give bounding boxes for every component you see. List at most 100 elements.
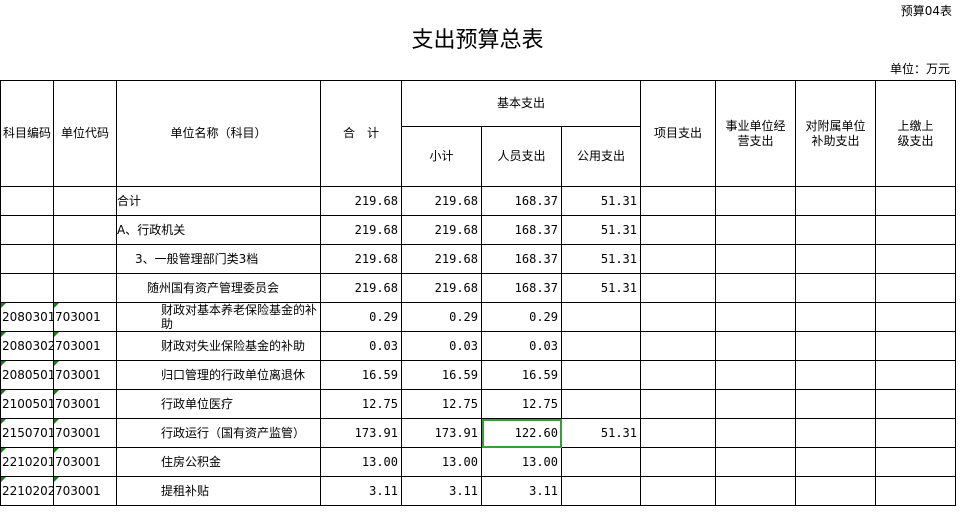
cell [875,331,956,361]
cell [0,244,54,274]
cell: 提租补贴 [116,476,321,506]
cell: 51.31 [561,418,641,448]
cell: 随州国有资产管理委员会 [116,273,321,303]
cell: 3、一般管理部门类3档 [116,244,321,274]
cell: 219.68 [401,215,482,245]
cell: 财政对基本养老保险基金的补助 [116,302,321,332]
cell: 219.68 [320,273,402,303]
cell: A、行政机关 [116,215,321,245]
header-cell: 事业单位经营支出 [715,80,796,187]
cell: 2080302 [0,331,54,361]
cell: 0.29 [401,302,482,332]
cell: 13.00 [320,447,402,477]
cell [875,215,956,245]
budget-table: 科目编码 单位代码 单位名称（科目） 合 计 基本支出 项目支出 事业单位经营支… [0,80,956,506]
cell: 703001 [53,447,117,477]
header-cell: 项目支出 [640,80,716,187]
cell: 173.91 [401,418,482,448]
cell [795,447,876,477]
cell [561,331,641,361]
cell: 219.68 [401,186,482,216]
cell: 行政运行（国有资产监管） [116,418,321,448]
cell: 2210201 [0,447,54,477]
cell [561,476,641,506]
cell: 住房公积金 [116,447,321,477]
cell [875,302,956,332]
table-row: 2210202 703001 提租补贴 3.11 3.11 3.11 [0,476,956,506]
table-row: 2080302 703001 财政对失业保险基金的补助 0.03 0.03 0.03 [0,331,956,361]
cell: 13.00 [481,447,562,477]
cell [640,447,716,477]
cell [561,302,641,332]
cell [875,418,956,448]
cell [561,447,641,477]
cell: 归口管理的行政单位离退休 [116,360,321,390]
cell [795,186,876,216]
title: 支出预算总表 [411,28,544,53]
cell: 703001 [53,302,117,332]
cell: 219.68 [320,244,402,274]
header-cell: 人员支出 [481,126,562,187]
cell: 3.11 [320,476,402,506]
cell: 0.29 [320,302,402,332]
cell [561,389,641,419]
header-cell: 合 计 [320,80,402,187]
cell: 168.37 [481,215,562,245]
cell: 16.59 [320,360,402,390]
cell: 51.31 [561,186,641,216]
cell: 行政单位医疗 [116,389,321,419]
cell: 51.31 [561,244,641,274]
cell [0,215,54,245]
cell [0,273,54,303]
header-cell: 单位代码 [53,80,117,187]
cell [53,186,117,216]
cell: 12.75 [481,389,562,419]
cell [640,273,716,303]
table-row: A、行政机关 219.68 219.68 168.37 51.31 [0,215,956,245]
cell: 122.60 [481,418,562,448]
cell: 219.68 [401,273,482,303]
cell [875,244,956,274]
cell [715,476,796,506]
header-cell: 单位名称（科目） [116,80,321,187]
cell [561,360,641,390]
cell [715,215,796,245]
cell: 168.37 [481,273,562,303]
cell: 703001 [53,360,117,390]
cell: 219.68 [320,215,402,245]
cell [795,273,876,303]
cell [715,389,796,419]
cell: 财政对失业保险基金的补助 [116,331,321,361]
cell [640,418,716,448]
cell: 0.03 [320,331,402,361]
cell [640,389,716,419]
cell [795,389,876,419]
cell: 12.75 [401,389,482,419]
cell [715,418,796,448]
table-row: 2100501 703001 行政单位医疗 12.75 12.75 12.75 [0,389,956,419]
cell [640,186,716,216]
table-row: 2150701 703001 行政运行（国有资产监管） 173.91 173.91 122… [0,418,956,448]
cell [795,418,876,448]
cell [795,360,876,390]
cell: 703001 [53,331,117,361]
header-cell: 科目编码 [0,80,54,187]
cell [715,244,796,274]
table-row: 3、一般管理部门类3档 219.68 219.68 168.37 51.31 [0,244,956,274]
cell: 51.31 [561,273,641,303]
cell: 2150701 [0,418,54,448]
cell: 2080501 [0,360,54,390]
cell [875,476,956,506]
cell [795,331,876,361]
header-cell: 公用支出 [561,126,641,187]
table-row: 合计 219.68 219.68 168.37 51.31 [0,186,956,216]
table-row: 2210201 703001 住房公积金 13.00 13.00 13.00 [0,447,956,477]
cell [640,331,716,361]
cell: 168.37 [481,244,562,274]
cell [640,302,716,332]
cell: 合计 [116,186,321,216]
cell: 173.91 [320,418,402,448]
cell [875,447,956,477]
badge: 预算04表 [900,4,952,18]
